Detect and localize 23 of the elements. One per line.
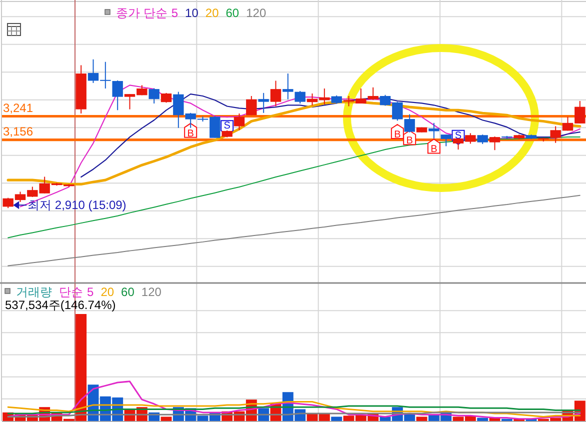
legend: 종가 단순 5 10 20 60 120 — [116, 6, 266, 20]
candlestick — [246, 96, 257, 116]
candlestick — [234, 112, 245, 131]
ref-line-label: 3,241 — [3, 100, 34, 115]
candlestick — [440, 134, 452, 147]
candlestick — [294, 90, 306, 104]
chart-title: 거래량 — [16, 285, 52, 299]
ref-line-label: 3,156 — [3, 124, 34, 138]
series-label: S — [224, 120, 231, 132]
candlestick — [258, 92, 269, 114]
series-label: B — [187, 128, 194, 140]
bar — [416, 416, 428, 421]
candlestick — [270, 80, 282, 107]
candlestick — [477, 134, 488, 144]
candlestick — [428, 122, 440, 139]
candlestick — [148, 88, 160, 104]
bar — [160, 416, 172, 421]
candlestick — [160, 92, 172, 104]
candlestick — [282, 73, 294, 100]
candlestick — [112, 80, 123, 111]
candlestick — [489, 136, 500, 151]
bar — [331, 416, 342, 421]
bar — [477, 418, 488, 421]
